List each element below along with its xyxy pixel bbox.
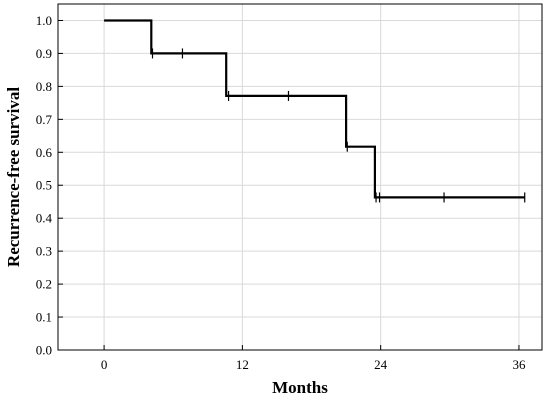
y-axis-label: Recurrence-free survival	[4, 87, 23, 267]
y-tick-label: 0.7	[36, 112, 53, 127]
y-tick-label: 0.6	[36, 145, 53, 160]
y-tick-label: 0.3	[36, 244, 52, 259]
y-tick-label: 0.0	[36, 343, 52, 358]
x-tick-label: 24	[374, 357, 388, 372]
x-tick-label: 0	[101, 357, 108, 372]
plot-frame	[57, 3, 543, 351]
survival-curve	[104, 19, 525, 199]
series	[104, 19, 526, 203]
ticks: 0 12 24 36 0.0 0.1 0.2 0.3 0.4 0.5 0.6 0.7 0.8 0.9 1.0	[36, 13, 526, 372]
x-tick-label: 12	[236, 357, 249, 372]
y-tick-label: 0.9	[36, 46, 52, 61]
x-axis-label: Months	[272, 378, 328, 397]
y-tick-label: 0.2	[36, 277, 52, 292]
y-tick-label: 1.0	[36, 13, 52, 28]
y-tick-label: 0.4	[36, 211, 53, 226]
y-tick-label: 0.8	[36, 79, 52, 94]
plot-background	[58, 4, 542, 350]
y-tick-label: 0.5	[36, 178, 52, 193]
x-tick-label: 36	[512, 357, 526, 372]
y-tick-label: 0.1	[36, 310, 52, 325]
